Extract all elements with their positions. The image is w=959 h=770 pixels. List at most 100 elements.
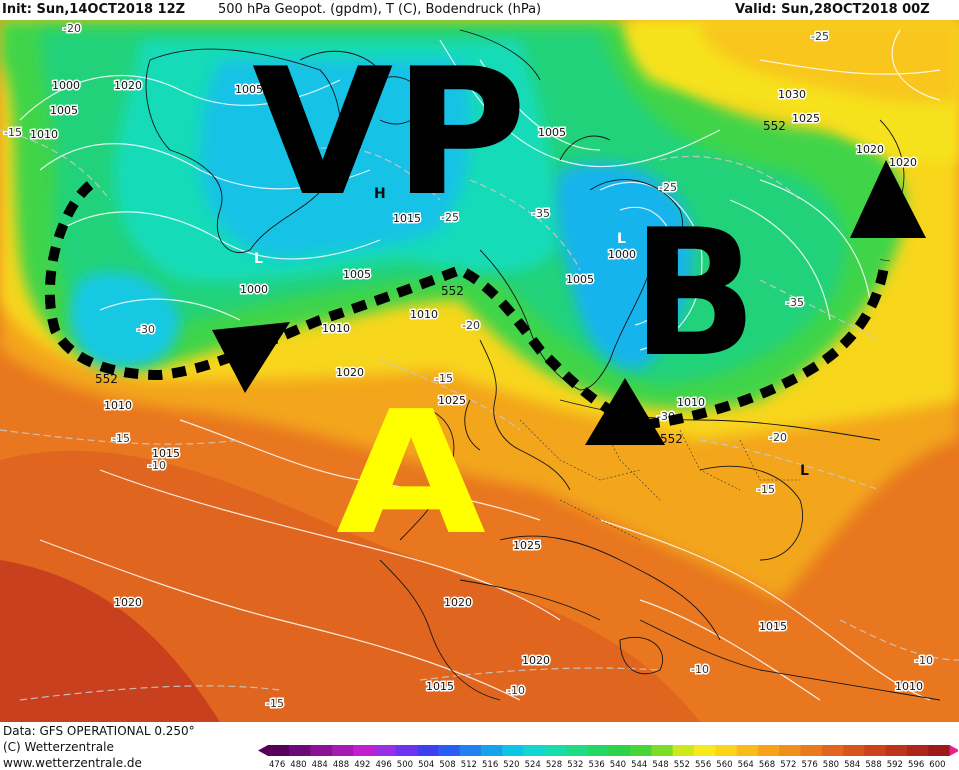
map-header: Init: Sun,14OCT2018 12Z 500 hPa Geopot. … — [0, 0, 959, 20]
color-swatch — [438, 745, 460, 756]
pressure-label: 1005 — [566, 273, 594, 286]
pressure-label: 1015 — [152, 447, 180, 460]
temperature-label: -35 — [532, 207, 550, 220]
pressure-label: 1010 — [104, 399, 132, 412]
color-swatch — [715, 745, 737, 756]
color-swatch — [821, 745, 844, 756]
colorbar-tick: 568 — [759, 760, 775, 770]
colorbar-tick: 552 — [674, 760, 690, 770]
color-swatch — [843, 745, 865, 756]
color-swatch — [928, 745, 950, 756]
low-pressure-marker: L — [617, 231, 626, 247]
colorbar-tick: 596 — [908, 760, 924, 770]
pressure-label: 1000 — [52, 79, 80, 92]
background-field — [0, 20, 959, 722]
color-swatch — [310, 745, 333, 756]
color-swatch — [757, 745, 780, 756]
color-swatch — [331, 745, 354, 756]
pressure-label: 1025 — [513, 539, 541, 552]
pressure-label: 1005 — [50, 104, 78, 117]
arrow-north-central — [585, 378, 665, 445]
pressure-label: 1010 — [30, 128, 58, 141]
temperature-label: -15 — [757, 483, 775, 496]
pressure-label: 1025 — [792, 112, 820, 125]
colorbar-tick: 484 — [312, 760, 328, 770]
pressure-label: 1020 — [336, 366, 364, 379]
color-swatch — [268, 745, 290, 756]
temperature-label: -25 — [811, 30, 829, 43]
pressure-label: 1005 — [538, 126, 566, 139]
colorbar-tick: 588 — [865, 760, 881, 770]
colorbar-tick: 592 — [887, 760, 903, 770]
pressure-label: 1015 — [426, 680, 454, 693]
color-swatch — [736, 745, 759, 756]
pressure-label: 1020 — [522, 654, 550, 667]
pressure-label: 1020 — [114, 79, 142, 92]
color-swatch — [864, 745, 886, 756]
color-swatch — [502, 745, 524, 756]
colorbar-tick: 556 — [695, 760, 711, 770]
colorbar-tick: 572 — [780, 760, 796, 770]
color-swatch — [630, 745, 652, 756]
geo-label: 552 — [660, 432, 683, 446]
color-swatch — [523, 745, 546, 756]
color-swatch — [566, 745, 588, 756]
color-swatch — [672, 745, 695, 756]
pressure-label: 1020 — [856, 143, 884, 156]
copyright: (C) Wetterzentrale — [3, 740, 114, 754]
pressure-label: 1005 — [235, 83, 263, 96]
colorbar-tick: 528 — [546, 760, 562, 770]
colorbar-tick: 512 — [461, 760, 477, 770]
temperature-label: -30 — [137, 323, 155, 336]
pressure-label: 1010 — [322, 322, 350, 335]
init-time: Init: Sun,14OCT2018 12Z — [2, 2, 186, 17]
pressure-label: 1005 — [343, 268, 371, 281]
temperature-label: -15 — [266, 697, 284, 710]
colorbar-tick: 508 — [439, 760, 455, 770]
color-swatch — [608, 745, 631, 756]
color-swatch — [587, 745, 610, 756]
temperature-label: -25 — [441, 211, 459, 224]
geo-label: 552 — [95, 372, 118, 386]
color-swatch — [374, 745, 397, 756]
pressure-label: 1025 — [438, 394, 466, 407]
colorbar-tick: 576 — [802, 760, 818, 770]
color-swatch — [907, 745, 929, 756]
dotted-boundary-line — [44, 181, 890, 431]
color-swatch — [481, 745, 503, 756]
colorbar-tick: 564 — [738, 760, 754, 770]
temperature-label: -10 — [915, 654, 933, 667]
low-pressure-marker: L — [800, 463, 809, 479]
geo-552-labels: 552 552 552 552 — [95, 119, 786, 446]
a-label: A — [336, 375, 486, 573]
temperature-label: -30 — [337, 136, 355, 149]
colorbar-tick: 532 — [567, 760, 583, 770]
pressure-label: 1010 — [895, 680, 923, 693]
colorbar-tick: 496 — [376, 760, 392, 770]
website: www.wetterzentrale.de — [3, 756, 142, 770]
colorbar-tick: 516 — [482, 760, 498, 770]
temperature-label: -10 — [148, 459, 166, 472]
color-swatch — [395, 745, 418, 756]
colorbar-tick: 524 — [525, 760, 541, 770]
pressure-label: 1000 — [608, 248, 636, 261]
pressure-label: 1020 — [444, 596, 472, 609]
temperature-label: -25 — [659, 181, 677, 194]
colorbar-tick: 540 — [610, 760, 626, 770]
pressure-label: 1015 — [393, 212, 421, 225]
color-swatch — [800, 745, 823, 756]
color-swatch — [544, 745, 567, 756]
temperature-label: -20 — [63, 22, 81, 35]
color-swatch — [779, 745, 801, 756]
colorbar-low-end — [258, 745, 268, 756]
temperature-labels: -20-15-30-25 -35-35-25-30-20-15-15-10-30-… — [3, 21, 935, 712]
temperature-label: -10 — [691, 663, 709, 676]
color-swatch — [651, 745, 673, 756]
pressure-label: 1010 — [410, 308, 438, 321]
colorbar-tick: 504 — [418, 760, 434, 770]
colorbar-tick: 520 — [503, 760, 519, 770]
colorbar-tick: 548 — [652, 760, 668, 770]
borders — [519, 419, 800, 541]
coastlines — [145, 29, 941, 701]
color-swatch — [694, 745, 716, 756]
